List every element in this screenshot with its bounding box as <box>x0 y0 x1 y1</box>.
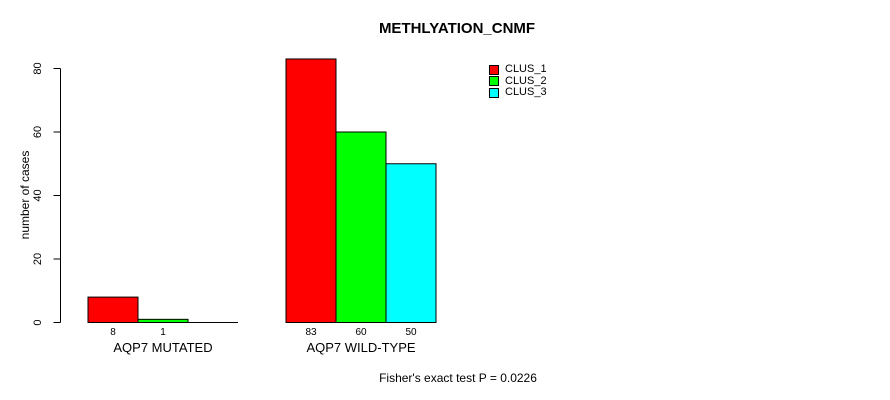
y-tick-label: 0 <box>32 319 44 325</box>
legend-item-clus-1: CLUS_1 <box>489 64 547 76</box>
bar-value-label: 60 <box>355 327 367 338</box>
legend-swatch-icon <box>489 76 499 87</box>
bar-clus-3-aqp7-wild-type <box>385 163 437 323</box>
bar-value-label: 83 <box>305 327 317 338</box>
legend-swatch-icon <box>489 87 499 98</box>
legend: CLUS_1 CLUS_2 CLUS_3 <box>489 64 547 99</box>
category-label-aqp7-wild-type: AQP7 WILD-TYPE <box>306 340 415 355</box>
y-tick-label: 20 <box>32 253 44 265</box>
bar-clus-2-aqp7-mutated <box>137 318 189 324</box>
chart-title: METHLYATION_CNMF <box>378 20 536 37</box>
bar-clus-2-aqp7-wild-type <box>335 131 387 323</box>
category-label-aqp7-mutated: AQP7 MUTATED <box>113 340 212 355</box>
bar-value-label: 50 <box>405 327 417 338</box>
bar-value-label: 8 <box>110 327 116 338</box>
legend-item-clus-3: CLUS_3 <box>489 87 547 99</box>
legend-label: CLUS_1 <box>505 63 547 76</box>
y-tick-label: 40 <box>32 189 44 201</box>
y-tick-label: 60 <box>32 126 44 138</box>
bar-clus-1-aqp7-wild-type <box>285 58 337 323</box>
y-tick-label: 80 <box>32 62 44 74</box>
legend-label: CLUS_3 <box>505 86 547 99</box>
legend-swatch-icon <box>489 64 499 75</box>
bar-clus-1-aqp7-mutated <box>87 296 139 324</box>
fishers-exact-test-annotation: Fisher's exact test P = 0.0226 <box>379 371 537 385</box>
bar-value-label: 1 <box>160 327 166 338</box>
legend-label: CLUS_2 <box>505 74 547 87</box>
legend-item-clus-2: CLUS_2 <box>489 74 547 88</box>
